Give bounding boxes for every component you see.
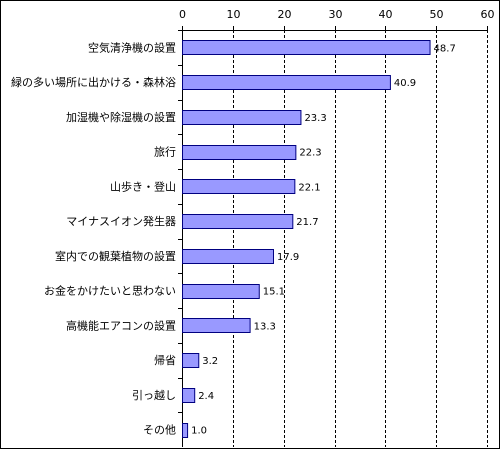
category-label: 室内での観葉植物の設置 bbox=[55, 249, 176, 263]
bar bbox=[182, 145, 297, 160]
category-label: 山歩き・登山 bbox=[110, 179, 176, 193]
axis-layer: 0 10 20 30 40 50 60 bbox=[178, 8, 495, 447]
value-label: 1.0 bbox=[191, 426, 207, 437]
category-label: 旅行 bbox=[154, 145, 176, 159]
value-label: 22.1 bbox=[298, 182, 320, 193]
value-label: 2.4 bbox=[198, 391, 214, 402]
x-tick-label: 40 bbox=[379, 8, 393, 21]
value-label: 13.3 bbox=[254, 321, 276, 332]
category-label: 帰省 bbox=[154, 354, 176, 367]
category-label: 緑の多い場所に出かける・森林浴 bbox=[11, 75, 176, 89]
bar bbox=[182, 110, 302, 125]
category-label: マイナスイオン発生器 bbox=[66, 214, 176, 228]
value-label: 40.9 bbox=[394, 78, 416, 89]
bar bbox=[182, 249, 274, 264]
category-label: お金をかけたいと思わない bbox=[44, 284, 176, 298]
x-tick-label: 0 bbox=[179, 8, 186, 21]
bar bbox=[182, 423, 189, 438]
bar bbox=[182, 318, 251, 333]
value-label: 48.7 bbox=[434, 43, 456, 54]
bar bbox=[182, 179, 296, 194]
bar bbox=[182, 40, 431, 55]
x-tick-label: 60 bbox=[481, 8, 495, 21]
bar bbox=[182, 388, 196, 403]
x-tick-label: 20 bbox=[278, 8, 292, 21]
value-label: 22.3 bbox=[299, 148, 321, 159]
bar-layer bbox=[182, 40, 431, 438]
x-tick-label: 30 bbox=[329, 8, 343, 21]
value-label: 21.7 bbox=[296, 217, 318, 228]
value-label: 15.1 bbox=[263, 287, 285, 298]
bar bbox=[182, 214, 294, 229]
value-label: 3.2 bbox=[202, 356, 218, 367]
value-label: 23.3 bbox=[304, 113, 326, 124]
label-layer: 空気清浄機の設置 48.7 緑の多い場所に出かける・森林浴 40.9 加湿機や除湿機の設… bbox=[11, 40, 456, 436]
bar bbox=[182, 75, 391, 90]
x-tick-label: 10 bbox=[227, 8, 241, 21]
category-label: 加湿機や除湿機の設置 bbox=[66, 110, 176, 124]
category-label: その他 bbox=[143, 424, 176, 437]
bar bbox=[182, 353, 200, 368]
category-label: 高機能エアコンの設置 bbox=[66, 318, 176, 332]
value-label: 17.9 bbox=[277, 252, 299, 263]
category-label: 引っ越し bbox=[132, 388, 176, 402]
bar bbox=[182, 284, 260, 299]
category-label: 空気清浄機の設置 bbox=[88, 40, 176, 54]
x-tick-label: 50 bbox=[430, 8, 444, 21]
grid-layer bbox=[233, 30, 488, 447]
